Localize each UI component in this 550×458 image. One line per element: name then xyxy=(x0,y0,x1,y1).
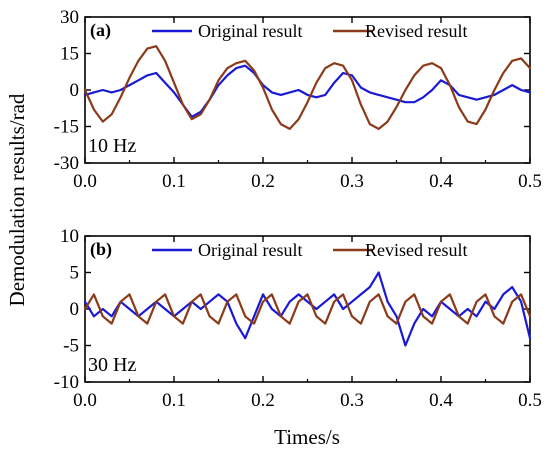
panel-b: 0.0 0.1 0.2 0.3 0.4 0.5 -10 -5 0 5 10 (b) 30 Hz Origi… xyxy=(54,226,542,411)
x-tick-label: 0.3 xyxy=(340,390,364,411)
series-line-revised xyxy=(83,45,532,130)
y-tick-label: 5 xyxy=(70,263,80,284)
y-tick-label: -15 xyxy=(54,117,79,138)
x-tick-label: 0.2 xyxy=(251,171,275,192)
legend: Original result Revised result xyxy=(152,240,467,260)
panel-a: 0.0 0.1 0.2 0.3 0.4 0.5 -30 -15 0 15 30 (a) 10 Hz Ori… xyxy=(54,7,542,192)
legend-label: Original result xyxy=(198,21,302,41)
frequency-annotation: 10 Hz xyxy=(88,135,136,157)
y-tick-label: 10 xyxy=(60,226,79,247)
legend-label: Revised result xyxy=(365,21,467,41)
legend-label: Revised result xyxy=(365,240,467,260)
y-axis-label: Demodulation results/rad xyxy=(5,93,29,306)
x-tick-label: 0.3 xyxy=(340,171,364,192)
y-tick-label: 0 xyxy=(70,299,80,320)
series-line-original xyxy=(83,271,532,347)
legend-label: Original result xyxy=(198,240,302,260)
x-tick-label: 0.1 xyxy=(162,171,186,192)
x-tick-label: 0.4 xyxy=(429,171,453,192)
y-tick-label: -10 xyxy=(54,372,79,393)
x-tick-label: 0.4 xyxy=(429,390,453,411)
y-tick-label: 15 xyxy=(60,44,79,65)
series-line-original xyxy=(83,64,532,118)
y-tick-label: 0 xyxy=(70,80,80,101)
x-tick-label: 0.5 xyxy=(518,171,542,192)
panel-label: (a) xyxy=(90,20,111,41)
frequency-annotation: 30 Hz xyxy=(88,354,136,376)
x-tick-label: 0.5 xyxy=(518,390,542,411)
x-axis-label: Times/s xyxy=(274,425,340,449)
x-tick-label: 0.2 xyxy=(251,390,275,411)
panel-label: (b) xyxy=(90,239,112,260)
legend: Original result Revised result xyxy=(152,21,467,41)
chart-panels: 0.0 0.1 0.2 0.3 0.4 0.5 -30 -15 0 15 30 (a) 10 Hz Ori… xyxy=(54,7,542,411)
y-tick-label: -5 xyxy=(63,336,79,357)
x-tick-label: 0.0 xyxy=(73,171,97,192)
series-line-revised xyxy=(83,293,532,325)
y-tick-label: 30 xyxy=(60,7,79,28)
x-tick-label: 0.1 xyxy=(162,390,186,411)
x-tick-label: 0.0 xyxy=(73,390,97,411)
y-tick-label: -30 xyxy=(54,153,79,174)
